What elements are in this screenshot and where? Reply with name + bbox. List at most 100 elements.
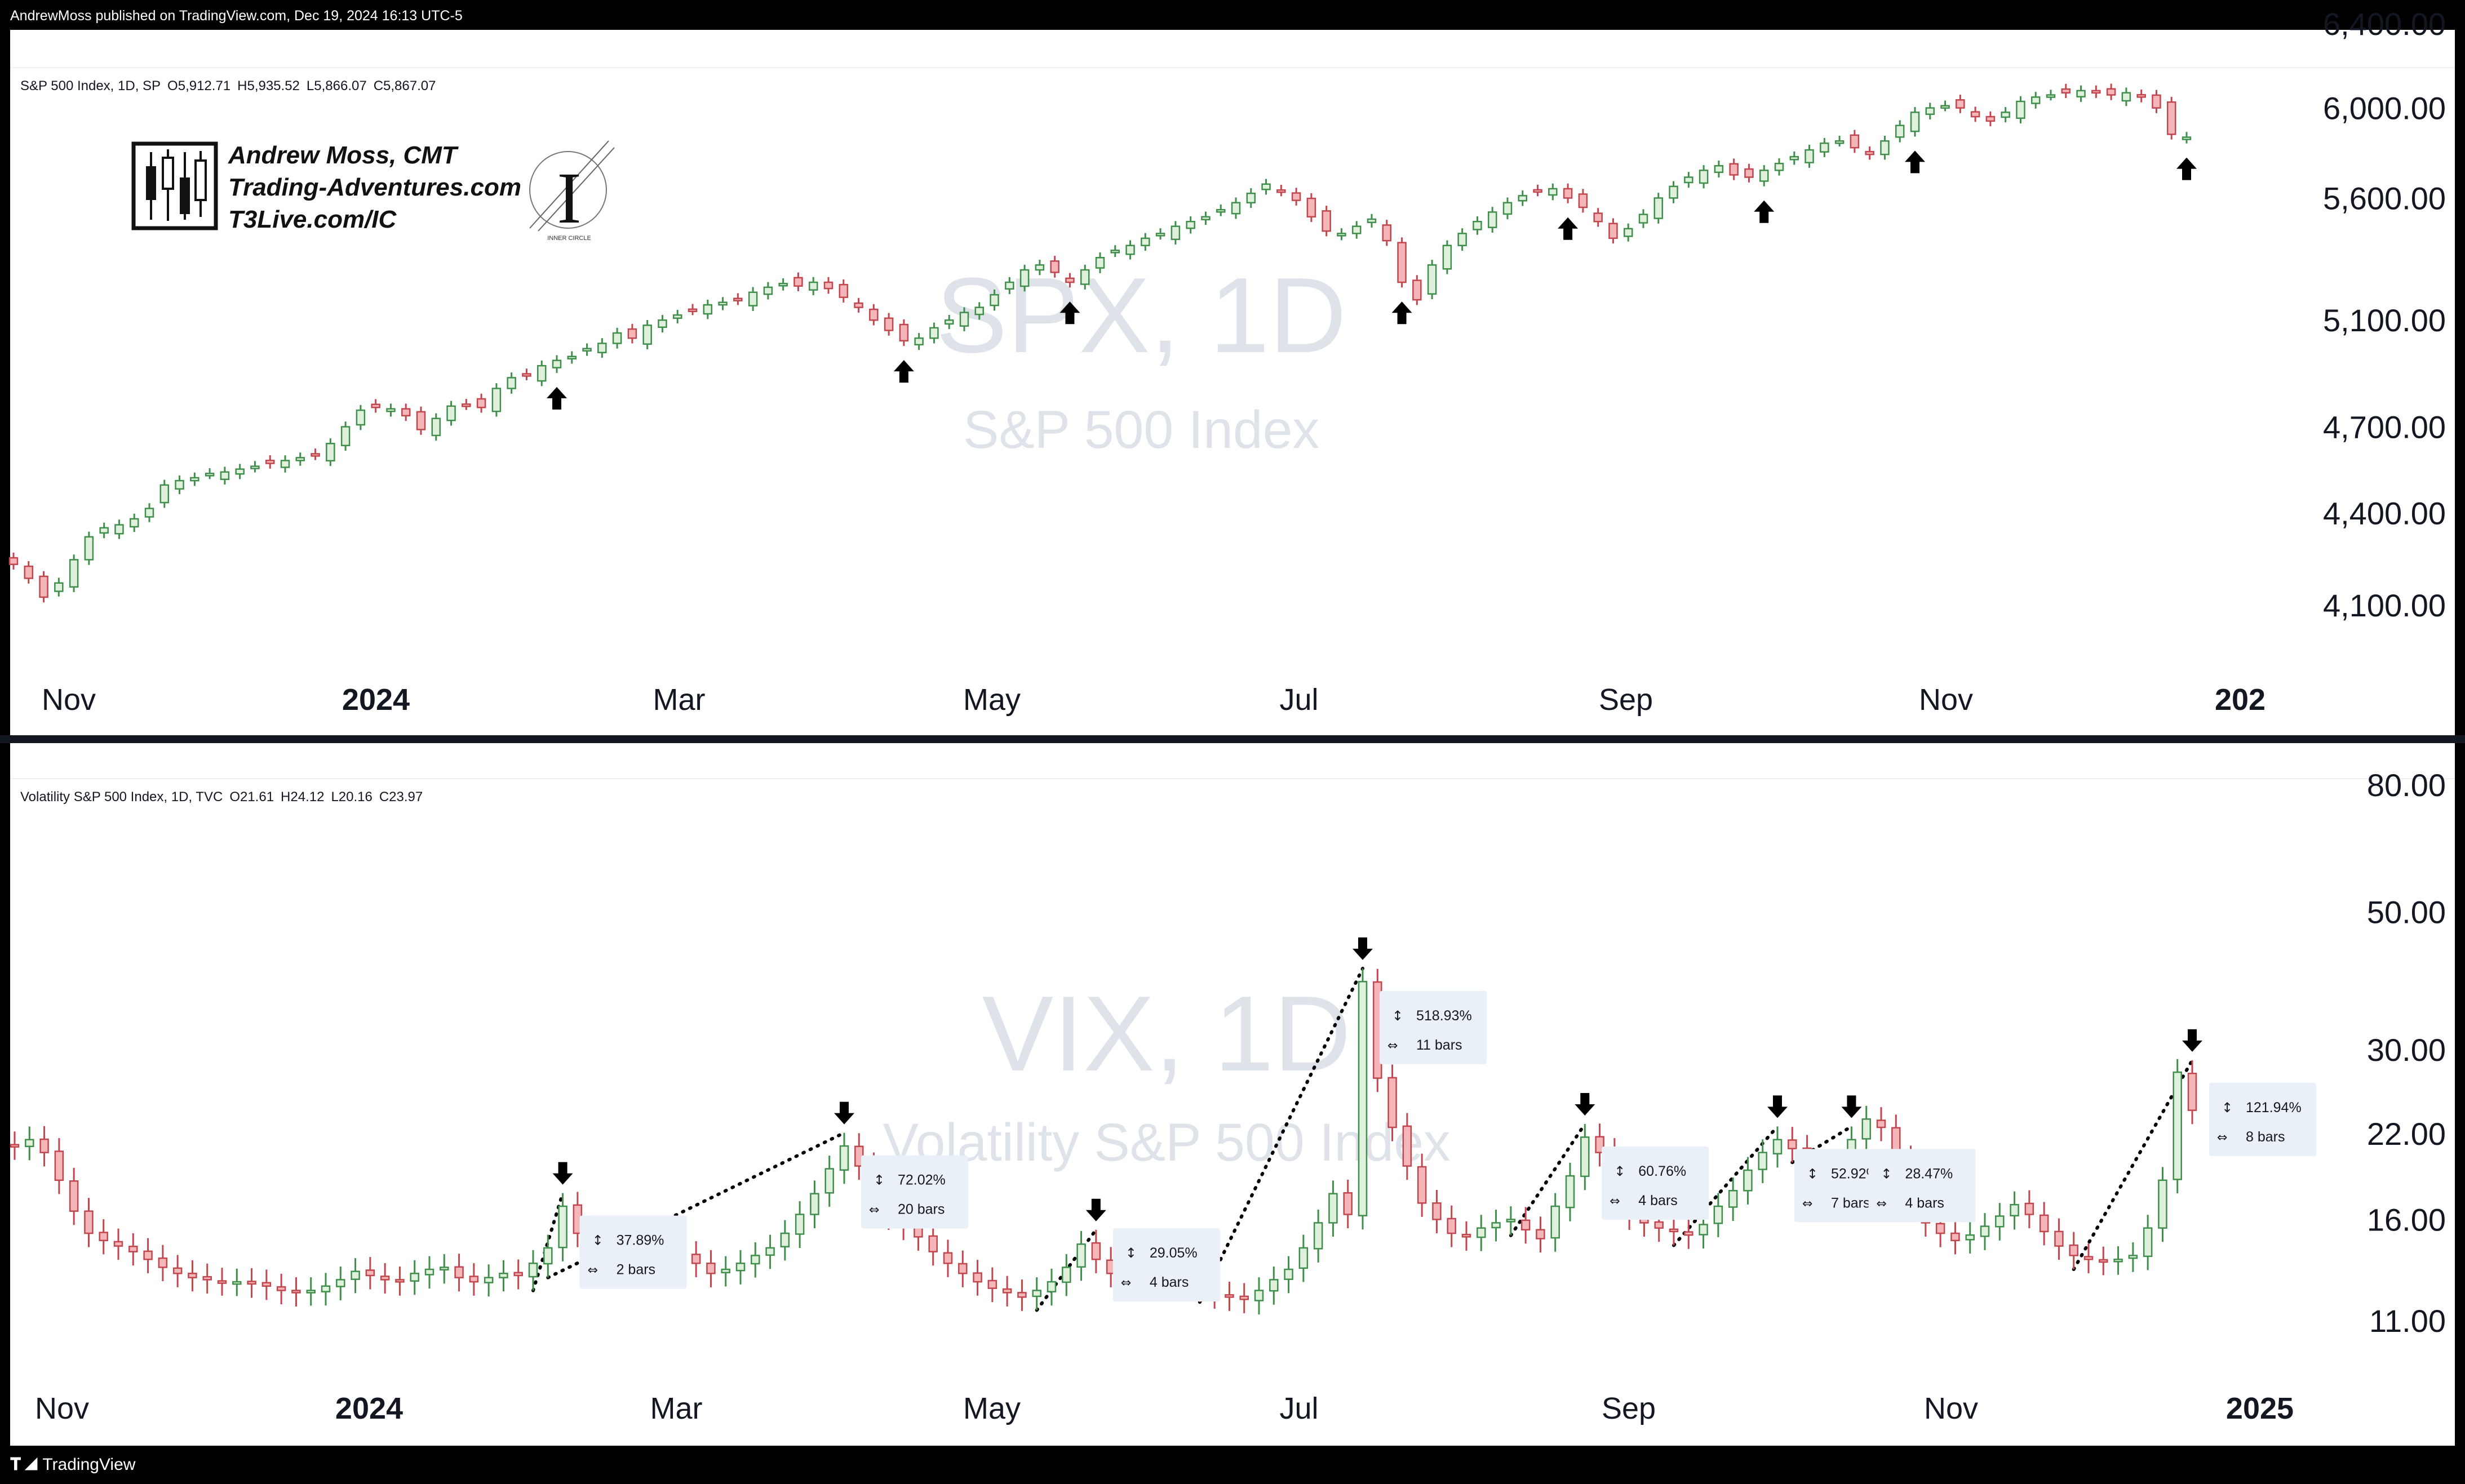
- spx-candle: [1442, 245, 1452, 270]
- vix-measure-lines: [531, 966, 2194, 1312]
- vix-candle: [1491, 1222, 1501, 1229]
- vix-candle: [1995, 1215, 2005, 1228]
- spx-candle: [265, 459, 275, 464]
- vix-candle: [291, 1290, 301, 1294]
- vix-candle: [1669, 1228, 1679, 1233]
- spx-candle: [190, 477, 199, 482]
- measure-pct: 72.02%: [898, 1172, 946, 1188]
- vix-candle: [1225, 1294, 1234, 1298]
- vix-down-arrow: [1575, 1092, 1595, 1116]
- spx-panel[interactable]: [10, 30, 2455, 735]
- measure-pct: 29.05%: [1150, 1245, 1198, 1261]
- vix-candle: [1788, 1139, 1797, 1149]
- vix-candle: [424, 1268, 435, 1276]
- spx-candle: [462, 403, 471, 407]
- footer-bar: 𝐓 ◢ TradingView: [0, 1446, 2465, 1484]
- vix-candle: [1254, 1290, 1264, 1301]
- spx-up-arrow: [1059, 301, 1080, 325]
- spx-candle: [340, 426, 351, 446]
- spx-x-axis[interactable]: Nov 2024 Mar May Jul Sep Nov 202: [42, 683, 2266, 717]
- spx-candle: [386, 408, 396, 412]
- spx-candle: [175, 479, 184, 490]
- vix-candle: [1343, 1192, 1353, 1215]
- vix-x-axis[interactable]: Nov 2024 Mar May Jul Sep Nov 2025: [35, 1392, 2294, 1425]
- vix-candle: [2010, 1203, 2019, 1216]
- spx-candle: [205, 473, 215, 477]
- measure-pct: 28.47%: [1905, 1166, 1953, 1181]
- vix-candle: [706, 1263, 716, 1274]
- vix-candle: [1980, 1225, 1990, 1237]
- vix-candle: [1298, 1247, 1309, 1269]
- measure-box: [1112, 1228, 1220, 1301]
- vix-candle: [528, 1263, 538, 1278]
- spx-up-arrow: [2176, 157, 2197, 180]
- spx-candle: [884, 317, 894, 331]
- vix-candle: [943, 1252, 953, 1264]
- vix-candle: [1950, 1232, 1960, 1242]
- spx-candle: [1865, 150, 1874, 155]
- spx-up-arrow: [1391, 301, 1412, 325]
- vix-candle: [1520, 1219, 1531, 1230]
- spx-candle: [2106, 88, 2116, 96]
- vix-candle: [188, 1273, 197, 1278]
- vix-y-tick: 30.00: [2367, 1032, 2446, 1068]
- vix-y-tick: 22.00: [2367, 1116, 2446, 1152]
- spx-candle: [899, 323, 909, 342]
- measure-bars: 2 bars: [617, 1262, 655, 1278]
- vix-down-arrow: [1767, 1095, 1788, 1118]
- spx-candle: [24, 565, 34, 579]
- vix-candle: [454, 1266, 464, 1278]
- spx-candle: [2076, 90, 2086, 97]
- vix-candle: [2069, 1244, 2078, 1256]
- spx-candle: [1080, 269, 1090, 285]
- spx-x-tick: 202: [2215, 683, 2266, 717]
- chart-canvas[interactable]: SPX, 1D S&P 500 Index VIX, 1D Volatility…: [0, 0, 2465, 1446]
- vix-measure-line: [531, 1191, 565, 1292]
- spx-candle: [311, 453, 320, 457]
- vix-candle: [336, 1279, 345, 1287]
- spx-candle: [2061, 88, 2071, 94]
- vix-candle: [735, 1263, 746, 1272]
- spx-title: S&P 500 Index, 1D, SP: [20, 78, 161, 94]
- vix-candle: [2128, 1255, 2138, 1259]
- vix-candle: [232, 1281, 242, 1285]
- publish-header: AndrewMoss published on TradingView.com,…: [0, 0, 2465, 31]
- spx-candle: [1638, 214, 1648, 224]
- vix-candle: [54, 1150, 64, 1181]
- spx-candle: [839, 283, 849, 298]
- spx-candle: [1005, 281, 1014, 290]
- vix-y-axis[interactable]: 80.00 50.00 30.00 22.00 16.00 11.00: [2367, 767, 2446, 1339]
- publish-info: AndrewMoss published on TradingView.com,…: [10, 8, 463, 24]
- spx-candle: [1019, 269, 1030, 287]
- vix-candle: [484, 1277, 494, 1283]
- spx-y-axis[interactable]: 6,400.00 6,000.00 5,600.00 5,100.00 4,700.00…: [2323, 6, 2446, 623]
- tradingview-brand[interactable]: 𝐓 ◢ TradingView: [10, 1455, 135, 1474]
- spx-candle: [854, 302, 863, 308]
- panel-divider[interactable]: [0, 735, 2465, 743]
- spx-candle: [1925, 107, 1935, 115]
- vix-candle: [172, 1267, 183, 1274]
- spx-candle: [295, 457, 305, 461]
- spx-candle: [537, 365, 547, 382]
- vix-candle: [69, 1180, 79, 1212]
- spx-candle: [371, 403, 380, 408]
- vix-candle: [1965, 1234, 1975, 1241]
- spx-candle: [1880, 140, 1890, 155]
- vix-candle: [721, 1268, 730, 1274]
- spx-candle: [280, 460, 290, 468]
- vix-candle: [824, 1168, 834, 1194]
- spx-candle: [929, 327, 939, 339]
- vix-candle: [84, 1210, 94, 1234]
- vix-panel[interactable]: [10, 743, 2455, 1446]
- spx-candle: [2016, 100, 2025, 119]
- spx-candle: [1834, 140, 1845, 144]
- spx-candle: [1578, 193, 1588, 208]
- vix-measure-line: [2072, 1058, 2194, 1271]
- spx-candle: [1593, 212, 1603, 223]
- spx-candle: [1970, 111, 1980, 118]
- vix-y-tick: 11.00: [2369, 1303, 2446, 1339]
- vix-candle: [1328, 1193, 1338, 1224]
- spx-x-tick: Nov: [1919, 683, 1973, 717]
- spx-candle: [54, 582, 64, 592]
- vix-down-arrow: [552, 1162, 573, 1185]
